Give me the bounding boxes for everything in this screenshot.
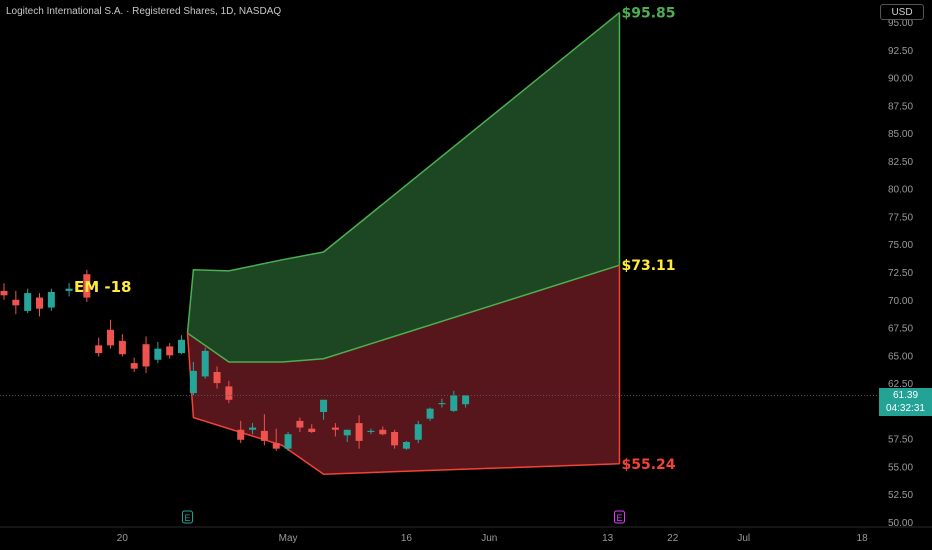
candle-body [331,427,339,430]
bar-countdown: 04:32:31 [886,403,925,415]
x-tick-label: 18 [857,533,869,544]
candle-body [118,340,126,355]
upper-band-area [187,12,620,362]
candle-body [284,434,292,449]
candle-body [142,344,150,367]
last-price-tag: 61.39 04:32:31 [879,388,932,417]
candle-body [450,395,458,411]
time-axis[interactable]: 20May16Jun1322Jul18Aug15 [0,526,932,544]
y-tick-label: 75.00 [888,240,913,251]
candle-body [462,395,470,405]
y-tick-label: 57.50 [888,435,913,446]
y-tick-label: 82.50 [888,157,913,168]
candle-body [367,430,375,432]
expected-move-bands [186,12,621,475]
candle-body [426,408,434,419]
lower-price-label: $55.24 [621,457,675,473]
x-tick-label: 13 [602,533,614,544]
candle-body [343,429,351,436]
lower-band-area [187,265,620,475]
candle-body [166,346,174,356]
candle-body [402,442,410,449]
candle-body [130,363,138,369]
x-tick-label: May [279,533,298,544]
candle-body [65,288,73,291]
candle-body [414,424,422,440]
mid-band-line [187,264,620,363]
y-tick-label: 65.00 [888,351,913,362]
x-tick-label: 16 [401,533,413,544]
y-tick-label: 55.00 [888,462,913,473]
candle-body [225,386,233,400]
candle-body [308,428,316,432]
candle-body [213,372,221,384]
em-label: EM -18 [74,278,132,296]
candle-body [260,430,268,441]
y-tick-label: 62.50 [888,379,913,390]
y-tick-label: 67.50 [888,324,913,335]
upper-band-line [186,12,620,334]
last-price-value: 61.39 [892,390,919,402]
earnings-marker-label: E [184,513,190,523]
y-tick-label: 70.00 [888,296,913,307]
candle-body [95,345,103,354]
y-tick-label: 72.50 [888,268,913,279]
band-annotations: EM -18 $95.85 $73.11 $55.24 [74,6,676,473]
y-tick-label: 85.00 [888,129,913,140]
candle-body [83,274,91,298]
candle-body [36,297,44,309]
y-tick-label: 77.50 [888,212,913,223]
candle-body [189,370,197,394]
candle-body [379,429,387,435]
candle-body [154,348,162,360]
candle-body [237,429,245,440]
candle-body [296,420,304,428]
currency-button[interactable]: USD [880,4,924,20]
y-tick-label: 92.50 [888,46,913,57]
earnings-marker [181,510,193,524]
y-tick-label: 87.50 [888,101,913,112]
candle-body [24,293,32,311]
x-tick-label: Jul [737,533,750,544]
y-tick-label: 95.00 [888,18,913,29]
upper-price-label: $95.85 [621,6,675,22]
x-tick-label: 22 [667,533,679,544]
candle-body [0,290,8,296]
candle-body [272,443,280,449]
x-tick-label: 20 [117,533,129,544]
candle-body [355,423,363,441]
chart-title: Logitech International S.A. · Registered… [6,6,282,17]
y-tick-label: 52.50 [888,490,913,501]
x-tick-label: Jun [481,533,497,544]
candle-body [107,329,115,346]
earnings-marker-label: E [616,513,622,523]
candle-body [249,427,257,430]
y-tick-label: 50.00 [888,518,913,529]
candle-body [391,432,399,446]
candle-body [320,399,328,412]
candlestick-series [0,269,470,451]
y-tick-label: 90.00 [888,74,913,85]
price-axis[interactable]: 95.00 92.50 90.00 87.50 85.00 82.50 80.00 77.50… [888,18,913,529]
candle-body [178,339,186,354]
candle-body [438,403,446,405]
y-tick-label: 80.00 [888,185,913,196]
candle-body [201,350,209,377]
mid-price-label: $73.11 [621,258,675,274]
candle-body [47,292,55,308]
candle-body [12,299,20,306]
earnings-marker [613,510,625,524]
